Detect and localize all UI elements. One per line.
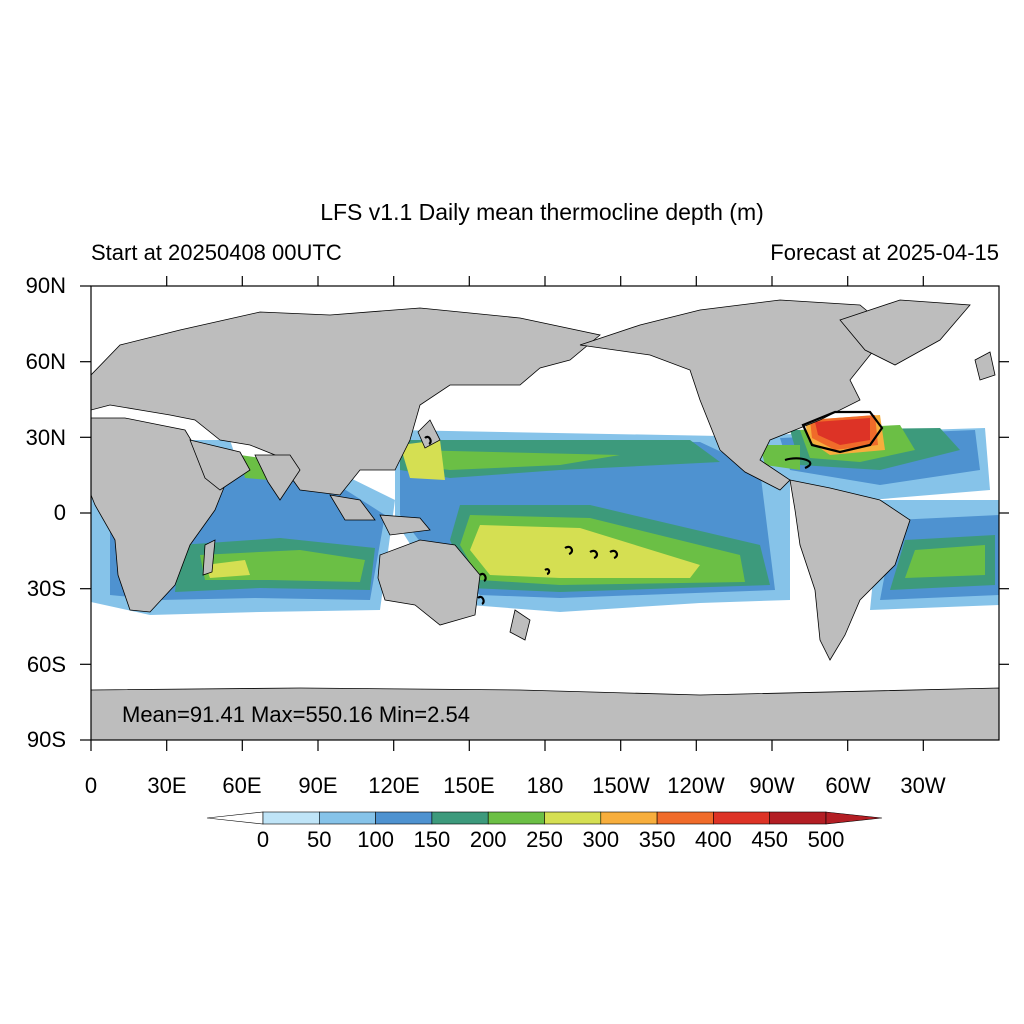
lon-label-30w: 30W [900,773,946,798]
colorbar-tick-label: 350 [638,827,676,852]
map-title: LFS v1.1 Daily mean thermocline depth (m… [320,199,764,225]
lon-label-30e: 30E [147,773,187,798]
forecast-time-label: Forecast at 2025-04-15 [770,240,999,265]
indonesia-landmass [329,494,376,521]
land-masses [91,299,999,740]
contour-north-atlantic [801,410,884,454]
lon-label-90w: 90W [749,773,795,798]
south-america-landmass [789,479,911,661]
north-america-landmass [579,299,891,491]
lon-label-0: 0 [84,773,98,798]
colorbar-swatch [713,811,771,825]
new-zealand-landmass [509,609,531,641]
axis-ticks [80,276,1009,751]
colorbar-over-triangle [825,811,883,825]
colorbar-tick-label: 150 [413,827,451,852]
lat-label-90s: 90S [26,727,66,752]
greenland-landmass [839,299,971,366]
lon-label-60e: 60E [222,773,262,798]
colorbar-tick-label: 450 [751,827,789,852]
colorbar-swatch [431,811,489,825]
colorbar-swatch [318,811,376,825]
colorbar-tick-label: 300 [582,827,620,852]
colorbar-tick-label: 500 [807,827,845,852]
colorbar-swatch [600,811,658,825]
colorbar-swatch [262,811,320,825]
colorbar-tick-label: 100 [357,827,394,852]
lat-label-60n: 60N [25,349,66,374]
colorbar-tick-label: 250 [526,827,563,852]
lon-label-60w: 60W [825,773,871,798]
africa-landmass [91,417,226,613]
colorbar-under-triangle [206,811,264,825]
colorbar [206,811,883,825]
lat-label-30s: 30S [26,576,66,601]
australia-landmass [377,539,481,626]
colorbar-swatch [487,811,545,825]
lon-label-120w: 120W [667,773,725,798]
japan-landmass [417,419,441,449]
colorbar-tick-label: 0 [256,827,270,852]
lon-label-180: 180 [526,773,564,798]
colorbar-tick-label: 50 [307,827,332,852]
lat-label-30n: 30N [25,425,66,450]
arabia-landmass [189,439,251,491]
field-statistics: Mean=91.41 Max=550.16 Min=2.54 [122,702,470,727]
colorbar-tick-label: 400 [695,827,732,852]
colorbar-swatch [375,811,433,825]
madagascar-landmass [202,539,216,576]
colorbar-swatch [544,811,602,825]
eurasia-landmass [91,307,601,496]
start-time-label: Start at 20250408 00UTC [91,240,342,265]
map-plot-area [91,286,999,740]
lon-label-90e: 90E [298,773,338,798]
india-landmass [254,454,301,501]
colorbar-swatch [769,811,827,825]
lat-label-90n: 90N [25,273,66,298]
lat-label-0: 0 [53,500,66,525]
lon-label-150e: 150E [443,773,495,798]
depth-contours [424,410,884,605]
uk-landmass [974,351,996,381]
lon-label-120e: 120E [368,773,420,798]
antarctica-landmass [91,687,999,740]
colorbar-tick-label: 200 [469,827,507,852]
lon-label-150w: 150W [592,773,650,798]
lat-label-60s: 60S [26,652,66,677]
colorbar-swatch [656,811,714,825]
